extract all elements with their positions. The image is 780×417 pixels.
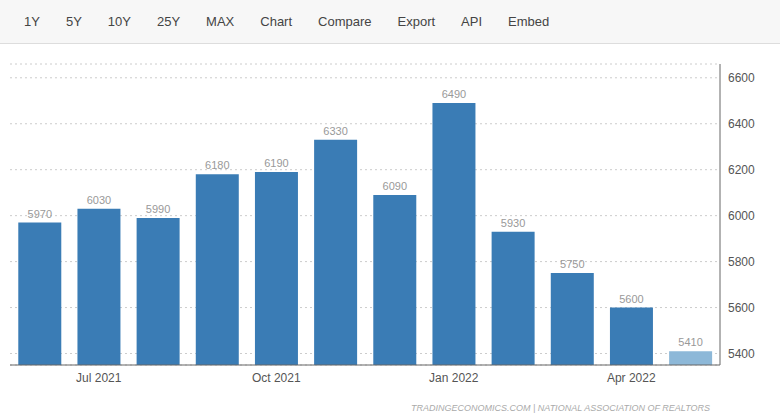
svg-text:6330: 6330 — [323, 125, 347, 137]
svg-text:6180: 6180 — [205, 159, 229, 171]
svg-text:6600: 6600 — [728, 71, 755, 85]
html-text:Compare: Compare — [318, 14, 372, 29]
svg-text:6200: 6200 — [728, 163, 755, 177]
svg-text:Oct 2021: Oct 2021 — [252, 371, 301, 385]
html-text:Chart: Chart — [260, 14, 293, 29]
svg-text:5930: 5930 — [501, 217, 525, 229]
html-text:API: API — [461, 14, 483, 29]
html-text:Embed: Embed — [508, 14, 550, 29]
svg-text:5410: 5410 — [678, 336, 702, 348]
svg-text:5750: 5750 — [560, 258, 584, 270]
svg-text:6490: 6490 — [442, 88, 466, 100]
svg-text:6000: 6000 — [728, 209, 755, 223]
html-text:25Y: 25Y — [157, 14, 181, 29]
svg-text:5400: 5400 — [728, 347, 755, 361]
svg-text:6030: 6030 — [87, 194, 111, 206]
svg-text:5800: 5800 — [728, 255, 755, 269]
html-text:Export: Export — [397, 14, 436, 29]
html-text:TRADINGECONOMICS.COM | NATIONA: TRADINGECONOMICS.COM | NATIONAL ASSOCIAT… — [411, 403, 710, 413]
html-text:MAX: MAX — [206, 14, 235, 29]
svg-text:5970: 5970 — [28, 208, 52, 220]
svg-text:5600: 5600 — [619, 293, 643, 305]
svg-text:5600: 5600 — [728, 301, 755, 315]
svg-text:6190: 6190 — [264, 157, 288, 169]
svg-text:Apr 2022: Apr 2022 — [607, 371, 656, 385]
html-text:5Y: 5Y — [65, 14, 82, 29]
svg-text:6400: 6400 — [728, 117, 755, 131]
html-text:1Y: 1Y — [24, 14, 40, 29]
svg-text:6090: 6090 — [383, 180, 407, 192]
svg-text:Jan 2022: Jan 2022 — [429, 371, 479, 385]
html-text:10Y: 10Y — [107, 14, 131, 29]
svg-text:Jul 2021: Jul 2021 — [76, 371, 122, 385]
svg-text:5990: 5990 — [146, 203, 170, 215]
